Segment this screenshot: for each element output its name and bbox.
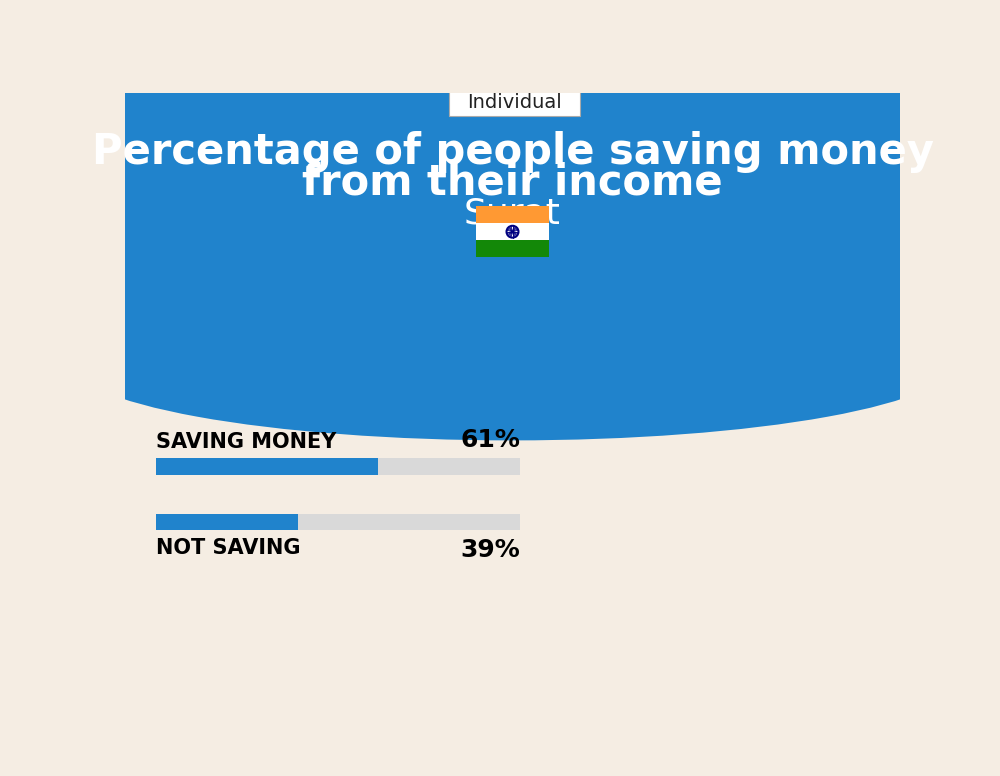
Bar [476,241,549,257]
Text: Surat: Surat [464,196,561,230]
Polygon shape [125,93,900,359]
Text: NOT SAVING: NOT SAVING [156,539,300,558]
Text: 61%: 61% [460,428,520,452]
Text: Percentage of people saving money: Percentage of people saving money [92,130,934,172]
Text: 39%: 39% [460,539,520,562]
Bar [156,514,298,531]
Bar [476,223,549,241]
Text: SAVING MONEY: SAVING MONEY [156,432,336,452]
Bar [476,206,549,223]
Bar [156,514,520,531]
Text: Individual: Individual [467,93,562,112]
FancyBboxPatch shape [449,88,580,116]
Ellipse shape [67,279,958,441]
Text: from their income: from their income [302,161,723,203]
Bar [156,458,520,475]
Bar [156,458,378,475]
